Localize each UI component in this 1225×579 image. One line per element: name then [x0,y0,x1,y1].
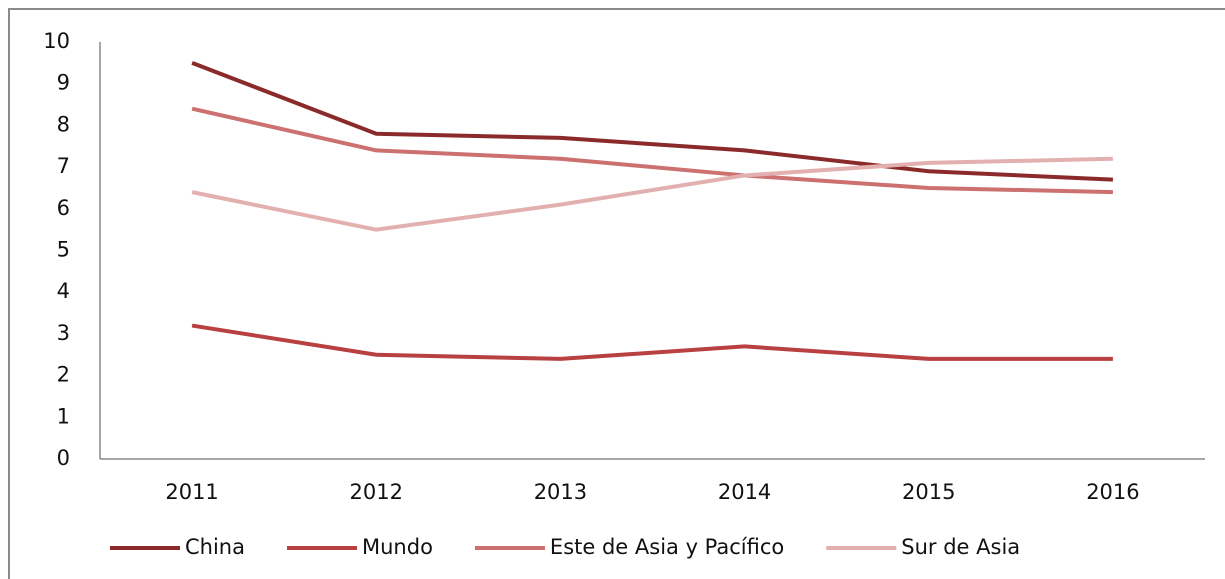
legend-label: Este de Asia y Pacífico [550,535,784,559]
y-tick-label: 3 [57,321,70,345]
legend-label: Mundo [362,535,433,559]
series-line [191,60,1114,182]
y-tick-label: 7 [57,154,70,178]
x-tick-label: 2014 [718,480,771,504]
x-tick-label: 2012 [350,480,403,504]
frame [8,8,1225,579]
y-tick-label: 4 [57,279,70,303]
y-tick-label: 10 [43,29,70,53]
series-line [191,323,1113,361]
x-tick-label: 2013 [534,480,587,504]
x-tick-label: 2016 [1086,480,1139,504]
y-tick-label: 1 [57,404,70,428]
y-tick-label: 9 [57,71,70,95]
series-line [191,156,1113,232]
legend-label: China [185,535,245,559]
x-tick-label: 2011 [165,480,218,504]
x-tick-label: 2015 [902,480,955,504]
y-tick-label: 6 [57,196,70,220]
y-tick-label: 2 [57,363,70,387]
legend-label: Sur de Asia [901,535,1020,559]
y-tick-label: 5 [57,238,70,262]
series-line [191,106,1113,195]
y-tick-label: 0 [57,446,70,470]
y-tick-label: 8 [57,112,70,136]
